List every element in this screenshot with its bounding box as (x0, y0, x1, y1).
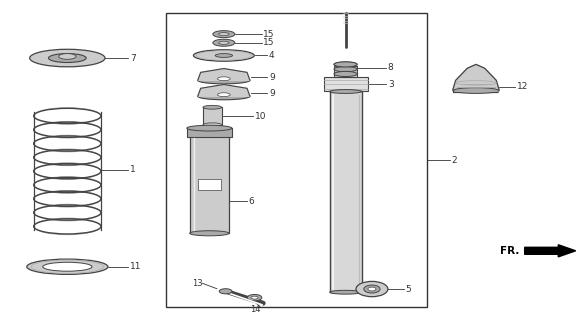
Ellipse shape (193, 50, 254, 61)
Ellipse shape (334, 62, 357, 67)
Ellipse shape (217, 93, 230, 97)
Ellipse shape (334, 67, 357, 72)
Text: 12: 12 (517, 82, 529, 91)
Bar (203, 107, 221, 125)
Ellipse shape (248, 294, 262, 301)
Text: 7: 7 (130, 53, 136, 62)
Ellipse shape (43, 262, 92, 271)
Ellipse shape (364, 285, 380, 293)
Ellipse shape (213, 31, 235, 38)
Text: 5: 5 (406, 284, 411, 293)
Text: 10: 10 (254, 112, 266, 121)
Text: 8: 8 (388, 63, 393, 72)
Text: 9: 9 (269, 89, 275, 98)
Text: 2: 2 (451, 156, 457, 164)
Ellipse shape (215, 53, 232, 57)
Text: FR.: FR. (500, 246, 519, 256)
Text: 11: 11 (130, 262, 141, 271)
Bar (189, 131, 229, 233)
Bar (334, 66, 357, 77)
Ellipse shape (187, 125, 232, 131)
Ellipse shape (203, 105, 221, 109)
Text: 15: 15 (263, 38, 275, 47)
Ellipse shape (356, 281, 388, 297)
FancyArrow shape (525, 245, 576, 257)
Ellipse shape (218, 41, 229, 44)
Text: 9: 9 (269, 73, 275, 82)
Ellipse shape (219, 289, 232, 294)
Ellipse shape (48, 53, 86, 62)
Text: 4: 4 (269, 51, 275, 60)
Ellipse shape (213, 39, 235, 46)
Bar (198, 179, 221, 190)
Ellipse shape (189, 231, 229, 236)
Ellipse shape (203, 123, 221, 127)
Ellipse shape (329, 290, 361, 294)
Ellipse shape (334, 71, 357, 76)
Bar (187, 128, 232, 137)
Ellipse shape (30, 49, 105, 67)
Ellipse shape (218, 33, 229, 36)
Polygon shape (453, 64, 499, 92)
Text: 13: 13 (192, 279, 203, 288)
Ellipse shape (198, 77, 250, 84)
Text: 14: 14 (250, 305, 261, 314)
Ellipse shape (368, 287, 376, 291)
Text: 6: 6 (249, 197, 254, 206)
Ellipse shape (329, 90, 361, 93)
Text: 3: 3 (388, 80, 393, 89)
Text: 1: 1 (130, 165, 136, 174)
Ellipse shape (27, 259, 108, 274)
Text: 15: 15 (263, 30, 275, 39)
Polygon shape (198, 84, 250, 96)
Ellipse shape (198, 93, 250, 100)
Ellipse shape (251, 296, 258, 299)
Ellipse shape (334, 62, 357, 67)
Bar (324, 77, 368, 92)
Bar (329, 92, 361, 292)
Ellipse shape (59, 53, 76, 59)
Bar (166, 13, 426, 307)
Polygon shape (198, 68, 250, 80)
Ellipse shape (453, 88, 498, 93)
Ellipse shape (217, 77, 230, 81)
